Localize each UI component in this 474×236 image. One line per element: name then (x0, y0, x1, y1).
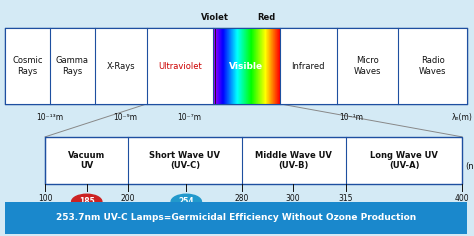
Text: Cosmic
Rays: Cosmic Rays (12, 56, 43, 76)
Text: 280: 280 (235, 194, 249, 202)
Circle shape (171, 194, 201, 209)
Text: 100: 100 (38, 194, 52, 202)
Text: X-Rays: X-Rays (107, 62, 135, 71)
Text: (nm): (nm) (465, 162, 474, 171)
Text: 185: 185 (79, 197, 95, 206)
Text: Ultraviolet: Ultraviolet (158, 62, 202, 71)
Text: 253.7nm UV-C Lamps=Germicidal Efficiency Without Ozone Production: 253.7nm UV-C Lamps=Germicidal Efficiency… (55, 213, 416, 222)
Bar (5, 28, 50, 104)
Bar (45, 137, 462, 184)
Text: 400: 400 (455, 194, 469, 202)
Bar (95, 28, 147, 104)
Text: λₙ(m): λₙ(m) (452, 113, 473, 122)
Text: 10⁻⁷m: 10⁻⁷m (178, 113, 201, 122)
Text: 315: 315 (339, 194, 353, 202)
Text: Long Wave UV
(UV-A): Long Wave UV (UV-A) (370, 151, 438, 170)
Text: Infrared: Infrared (292, 62, 325, 71)
Text: Violet: Violet (201, 13, 229, 22)
Text: 254: 254 (179, 197, 194, 206)
Text: Gamma
Rays: Gamma Rays (56, 56, 89, 76)
Bar (147, 28, 213, 104)
Text: Micro
Waves: Micro Waves (354, 56, 381, 76)
Text: 300: 300 (286, 194, 300, 202)
Bar (280, 28, 337, 104)
Bar (5, 28, 467, 104)
Text: 280: 280 (179, 214, 193, 223)
Bar (398, 28, 467, 104)
Bar (50, 28, 95, 104)
Text: 200: 200 (80, 214, 94, 223)
Text: Radio
Waves: Radio Waves (419, 56, 447, 76)
Text: Middle Wave UV
(UV-B): Middle Wave UV (UV-B) (255, 151, 332, 170)
Text: 10⁻¹³m: 10⁻¹³m (36, 113, 64, 122)
Text: Visible: Visible (229, 62, 264, 71)
Text: Red: Red (257, 13, 275, 22)
Circle shape (72, 194, 102, 209)
Bar (337, 28, 398, 104)
Text: 10⁻⁹m: 10⁻⁹m (114, 113, 137, 122)
Text: Vacuum
UV: Vacuum UV (68, 151, 105, 170)
Text: Short Wave UV
(UV-C): Short Wave UV (UV-C) (149, 151, 220, 170)
Bar (5, 202, 467, 234)
Text: 200: 200 (121, 194, 135, 202)
Text: 10⁻¹m: 10⁻¹m (339, 113, 363, 122)
